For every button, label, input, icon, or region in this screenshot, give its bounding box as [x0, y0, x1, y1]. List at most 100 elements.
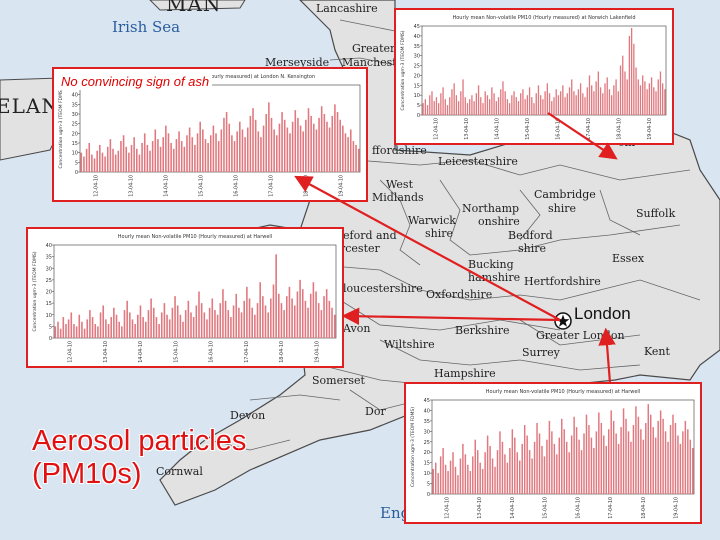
pm10-bar [662, 418, 664, 494]
pm10-bar [214, 310, 216, 338]
pm10-bar [578, 439, 580, 494]
pm10-bar [65, 324, 67, 338]
label-hampshire: Hampshire [434, 367, 496, 380]
pm10-bar [473, 101, 475, 115]
pm10-bar [355, 144, 357, 172]
pm10-bar [121, 326, 123, 338]
label-greater-manchester-2: Manchester [342, 56, 409, 69]
label-kent: Kent [644, 345, 670, 358]
pm10-bar [577, 89, 580, 115]
pm10-bar [476, 450, 479, 494]
pm10-bar [522, 89, 524, 115]
pm10-bar [270, 117, 273, 172]
x-tick-label: 12-04-10 [68, 341, 74, 363]
pm10-bar [220, 129, 223, 172]
x-tick-label: 15-04-10 [173, 341, 179, 363]
pm10-bar [232, 305, 235, 338]
label-lancashire: Lancashire [316, 2, 378, 15]
pm10-bar [654, 437, 657, 494]
pm10-bar [595, 81, 597, 115]
pm10-bar [568, 87, 571, 115]
pm10-bar [555, 89, 557, 115]
pm10-bar [439, 456, 442, 494]
pm10-bar [434, 462, 437, 494]
pm10-bar [489, 445, 491, 494]
pm10-bar [122, 135, 125, 172]
pm10-bar [467, 464, 469, 494]
chart-panel-harwell-south: Hourly mean Non-volatile PM10 (Hourly me… [404, 382, 702, 524]
pm10-bar [246, 286, 248, 338]
pm10-bar [602, 93, 604, 115]
pm10-bar [171, 307, 174, 338]
pm10-bar [659, 410, 662, 494]
pm10-bar [575, 95, 577, 115]
plot-area [53, 244, 337, 339]
pm10-bar [199, 121, 201, 172]
pm10-bar [91, 317, 94, 338]
x-tick-label: 13-04-10 [103, 341, 109, 363]
pm10-bar [256, 303, 259, 338]
pm10-bar [431, 91, 433, 115]
pm10-bar [272, 284, 275, 338]
pm10-bar [254, 314, 256, 338]
y-tick-label: 35 [72, 102, 78, 108]
pm10-bar [323, 296, 325, 338]
pm10-bar [281, 112, 283, 172]
pm10-bar [635, 406, 637, 494]
pm10-bar [506, 462, 509, 494]
x-tick-label: 13-04-10 [464, 118, 470, 140]
pm10-bar [495, 101, 497, 115]
y-tick-label: 20 [46, 290, 52, 296]
pm10-bar [123, 310, 126, 338]
pm10-chart-kensington: Hourly mean Non-volatile PM10 (Hourly me… [58, 74, 361, 197]
pm10-bar [285, 296, 288, 338]
pm10-bar [429, 95, 431, 115]
pm10-bar [246, 127, 249, 172]
x-tick-label: 18-04-10 [641, 497, 647, 519]
pm10-bar [202, 129, 204, 172]
pm10-bar [500, 89, 502, 115]
y-axis-label: Concentration ugm-3 (TEOM FDMS) [58, 88, 64, 168]
pm10-bar [565, 441, 568, 494]
y-tick-label: 40 [72, 93, 78, 99]
pm10-bar [254, 119, 257, 172]
pm10-bar [586, 87, 588, 115]
label-isle-of-man: MAN [166, 0, 222, 16]
pm10-bar [268, 102, 270, 172]
pm10-bar [273, 129, 275, 172]
pm10-bar [312, 282, 315, 338]
pm10-bar [222, 289, 224, 338]
pm10-bar [323, 114, 326, 172]
pm10-bar [198, 291, 200, 338]
pm10-bar [151, 141, 154, 172]
label-merseyside: Merseyside [265, 56, 330, 69]
pm10-bar [646, 89, 648, 115]
pm10-bar [81, 321, 83, 338]
x-tick-label: 16-04-10 [209, 341, 215, 363]
pm10-bar [228, 123, 231, 172]
pm10-bar [484, 452, 486, 494]
y-tick-label: 10 [414, 93, 420, 99]
pm10-bar [225, 112, 228, 172]
pm10-bar [270, 298, 272, 338]
pm10-bar [424, 99, 426, 115]
pm10-bar [144, 321, 147, 338]
pm10-bar [667, 441, 669, 494]
pm10-bar [318, 117, 320, 172]
pm10-bar [244, 137, 246, 172]
pm10-bar [508, 103, 511, 115]
pm10-bar [99, 312, 102, 338]
label-cambridgeshire-1: Cambridge [534, 188, 596, 201]
pm10-bar [342, 125, 344, 172]
pm10-bar [101, 152, 104, 172]
pm10-bar [192, 317, 195, 338]
pm10-bar [183, 146, 186, 172]
pm10-bar [442, 448, 444, 494]
pm10-bar [481, 468, 484, 494]
pm10-bar [455, 95, 458, 115]
pm10-bar [580, 450, 583, 494]
pm10-chart-norwich: Hourly mean Non-volatile PM10 (Hourly me… [400, 15, 667, 140]
pm10-bar [509, 448, 511, 494]
pm10-bar [669, 425, 672, 494]
pm10-bar [568, 452, 570, 494]
